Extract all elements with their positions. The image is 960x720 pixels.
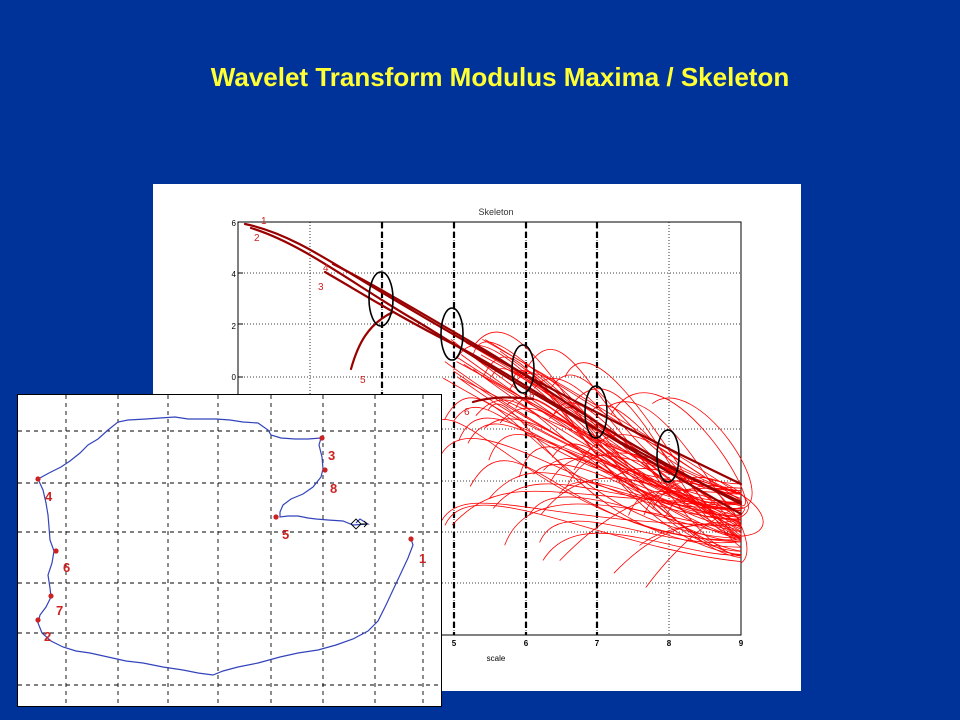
faint-maxima-line bbox=[458, 417, 742, 518]
inset-points bbox=[35, 435, 414, 623]
y-tick-label: 4 bbox=[232, 270, 237, 279]
line-label: 2 bbox=[254, 233, 260, 244]
faint-maxima-line bbox=[526, 349, 742, 495]
path-point bbox=[48, 593, 54, 599]
path-point bbox=[53, 548, 59, 554]
faint-maxima-line bbox=[607, 401, 742, 521]
faint-maxima-line bbox=[652, 397, 753, 510]
faint-maxima-line bbox=[444, 504, 742, 562]
point-label: 8 bbox=[330, 481, 337, 496]
faint-maxima-line bbox=[652, 480, 748, 564]
faint-maxima-line bbox=[590, 404, 742, 539]
skeleton-line-1 bbox=[243, 222, 743, 486]
faint-maxima-line bbox=[444, 397, 742, 539]
path-point bbox=[319, 435, 325, 441]
ellipse-marker bbox=[656, 429, 680, 483]
y-tick-label: 2 bbox=[232, 322, 237, 331]
skeleton-line-4 bbox=[331, 262, 743, 506]
inset-vertical-grid bbox=[65, 395, 424, 706]
inset-blue-path bbox=[37, 416, 414, 676]
start-arrow-icon bbox=[350, 518, 368, 530]
faint-maxima-line bbox=[543, 458, 742, 556]
x-tick-label: 5 bbox=[452, 639, 457, 648]
path-inset-panel: 3 8 4 5 6 7 2 1 bbox=[17, 394, 442, 707]
line-label: 5 bbox=[360, 375, 366, 386]
faint-maxima-line bbox=[450, 339, 742, 532]
skeleton-line-5 bbox=[349, 310, 395, 371]
faint-maxima-line bbox=[529, 496, 742, 537]
point-label: 2 bbox=[44, 629, 51, 644]
line-label: 8 bbox=[529, 390, 535, 401]
line-label: 1 bbox=[261, 216, 267, 227]
path-point bbox=[408, 536, 414, 542]
faint-maxima-line bbox=[485, 339, 742, 501]
ellipse-marker bbox=[440, 307, 464, 361]
path-point bbox=[273, 514, 279, 520]
faint-maxima-line bbox=[473, 368, 742, 524]
skeleton-chart-title: Skeleton bbox=[478, 207, 513, 217]
inset-horizontal-grid bbox=[18, 430, 441, 686]
path-point bbox=[322, 467, 328, 473]
faint-maxima-line bbox=[475, 399, 742, 518]
point-label: 6 bbox=[63, 560, 70, 575]
ellipse-marker bbox=[368, 271, 394, 327]
faint-maxima-line bbox=[643, 476, 749, 518]
x-axis-label: scale bbox=[487, 654, 506, 663]
point-label: 4 bbox=[45, 489, 53, 504]
line-label: 6 bbox=[464, 407, 470, 418]
ellipse-marker bbox=[584, 385, 608, 439]
x-tick-label: 6 bbox=[524, 639, 529, 648]
skeleton-line-6 bbox=[471, 396, 535, 404]
faint-maxima-line bbox=[488, 472, 742, 509]
faint-maxima-line bbox=[533, 464, 742, 539]
path-point bbox=[35, 476, 41, 482]
point-label: 5 bbox=[282, 527, 289, 542]
x-tick-label: 8 bbox=[667, 639, 672, 648]
faint-maxima-line bbox=[460, 354, 742, 540]
point-label: 7 bbox=[56, 603, 63, 618]
skeleton-ellipses bbox=[368, 271, 680, 483]
skeleton-main-lines bbox=[243, 222, 743, 516]
faint-maxima-line bbox=[451, 490, 742, 526]
faint-maxima-line bbox=[550, 374, 742, 485]
faint-maxima-line bbox=[437, 502, 742, 528]
y-tick-label: 6 bbox=[232, 219, 237, 228]
y-tick-label: 0 bbox=[232, 373, 237, 382]
faint-maxima-line bbox=[613, 519, 742, 574]
point-label: 3 bbox=[328, 448, 335, 463]
faint-maxima-line bbox=[542, 532, 742, 561]
faint-maxima-line bbox=[487, 403, 742, 548]
ellipse-marker bbox=[511, 344, 535, 394]
faint-maxima-line bbox=[456, 361, 742, 525]
x-tick-label: 9 bbox=[739, 639, 744, 648]
path-inset-chart: 3 8 4 5 6 7 2 1 bbox=[18, 395, 441, 706]
faint-maxima-line bbox=[432, 419, 742, 543]
faint-maxima-line bbox=[559, 481, 742, 516]
skeleton-line-3 bbox=[323, 270, 743, 516]
faint-maxima-line bbox=[539, 520, 742, 544]
faint-maxima-line bbox=[564, 362, 742, 548]
faint-maxima-line bbox=[444, 361, 742, 530]
x-tick-label: 7 bbox=[595, 639, 600, 648]
faint-maxima-lines bbox=[432, 331, 764, 588]
point-label: 1 bbox=[419, 551, 426, 566]
line-label: 3 bbox=[318, 282, 324, 293]
faint-maxima-line bbox=[504, 503, 742, 546]
path-point bbox=[35, 617, 41, 623]
skeleton-chart: Skeleton bbox=[232, 207, 764, 663]
line-label: 4 bbox=[323, 263, 329, 274]
slide-title: Wavelet Transform Modulus Maxima / Skele… bbox=[210, 62, 790, 92]
